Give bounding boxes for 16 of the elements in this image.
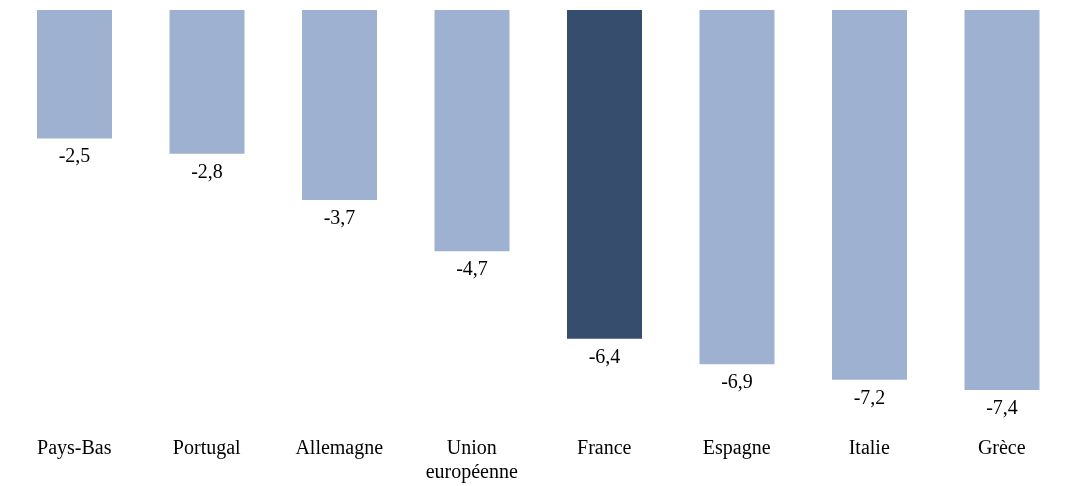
data-label: -6,4 — [588, 344, 621, 367]
data-label: -6,9 — [721, 370, 753, 393]
x-tick-label: Grèce — [977, 436, 1026, 458]
x-tick-label: France — [577, 436, 632, 458]
data-label: -2,8 — [191, 159, 223, 182]
x-tick-label: Union européenne — [425, 436, 518, 483]
data-label: -3,7 — [323, 206, 356, 228]
x-tick-label: Pays-Bas — [37, 436, 112, 459]
x-tick-label: Allemagne — [295, 436, 384, 459]
data-label: -7,2 — [853, 385, 886, 408]
x-tick-label: Espagne — [702, 436, 771, 459]
data-label: -2,5 — [58, 144, 91, 167]
x-tick-label: Italie — [848, 436, 890, 458]
data-label: -7,4 — [986, 396, 1018, 418]
data-label: -4,7 — [456, 257, 488, 280]
x-tick-label: Portugal — [172, 436, 242, 459]
